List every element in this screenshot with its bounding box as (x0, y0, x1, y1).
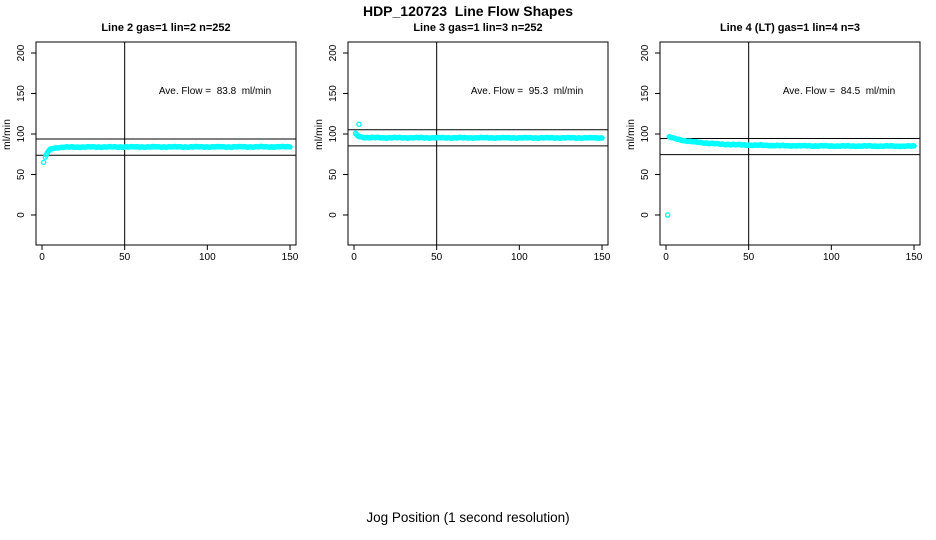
outlier-points-group (356, 121, 362, 128)
y-tick-label: 200 (640, 44, 651, 61)
panel-line2: Line 2 gas=1 lin=2 n=252 ml/min Ave. Flo… (0, 22, 312, 265)
reference-lines (348, 42, 608, 245)
x-tick-label: 0 (351, 252, 357, 263)
panel-line4-scatter-chart: 0 50 100 150 0 50 100 150 200 (640, 41, 923, 263)
y-axis: 0 50 100 150 200 (16, 44, 36, 218)
data-points-group (42, 143, 293, 160)
y-axis: 0 50 100 150 200 (328, 44, 348, 218)
data-point (911, 143, 917, 149)
x-tick-label: 0 (39, 252, 45, 263)
outlier-point (356, 121, 362, 128)
panel-line4-ave-flow-annotation: Ave. Flow = 84.5 ml/min (782, 86, 896, 97)
panel-line3-scatter-chart: 0 50 100 150 0 50 100 150 200 (328, 41, 611, 263)
shared-x-axis-label: Jog Position (1 second resolution) (366, 510, 570, 525)
x-tick-label: 100 (823, 252, 840, 263)
plot-box (347, 41, 609, 246)
y-tick-label: 100 (640, 125, 651, 142)
x-tick-label: 50 (743, 252, 755, 263)
data-points-group (666, 133, 917, 150)
x-axis: 0 50 100 150 (663, 245, 923, 263)
panel-line2-scatter-chart: 0 50 100 150 0 50 100 150 200 (16, 41, 299, 263)
y-tick-label: 200 (328, 44, 339, 61)
data-points-group (352, 130, 605, 141)
y-tick-label: 150 (640, 85, 651, 102)
panels-row: Line 2 gas=1 lin=2 n=252 ml/min Ave. Flo… (0, 22, 936, 265)
x-tick-label: 150 (594, 252, 611, 263)
y-tick-label: 150 (328, 85, 339, 102)
y-tick-label: 0 (640, 212, 651, 218)
outlier-point (664, 212, 671, 218)
panel-line2-ave-flow-annotation: Ave. Flow = 83.8 ml/min (158, 86, 272, 97)
outlier-points-group (40, 159, 47, 166)
panel-line2-title: Line 2 gas=1 lin=2 n=252 (101, 22, 231, 34)
panel-line3: Line 3 gas=1 lin=3 n=252 ml/min Ave. Flo… (312, 22, 624, 265)
y-tick-label: 0 (328, 212, 339, 218)
y-tick-label: 200 (16, 44, 27, 61)
x-axis: 0 50 100 150 (351, 245, 611, 263)
x-tick-label: 50 (119, 252, 131, 263)
plot-box (659, 41, 921, 246)
panel-line4: Line 4 (LT) gas=1 lin=4 n=3 ml/min Ave. … (624, 22, 936, 265)
panel-line4-title: Line 4 (LT) gas=1 lin=4 n=3 (719, 22, 861, 34)
y-tick-label: 150 (16, 85, 27, 102)
y-axis: 0 50 100 150 200 (640, 44, 660, 218)
data-point (287, 144, 293, 150)
outlier-points-group (664, 212, 671, 218)
plot-box (35, 41, 297, 246)
x-tick-label: 150 (906, 252, 923, 263)
x-axis: 0 50 100 150 (39, 245, 299, 263)
x-tick-label: 50 (431, 252, 443, 263)
y-tick-label: 0 (16, 212, 27, 218)
y-tick-label: 50 (16, 169, 27, 181)
panel-line3-ave-flow-annotation: Ave. Flow = 95.3 ml/min (470, 86, 584, 97)
y-tick-label: 50 (328, 169, 339, 181)
x-tick-label: 100 (511, 252, 528, 263)
figure-title: HDP_120723 Line Flow Shapes (362, 3, 574, 19)
x-tick-label: 100 (199, 252, 216, 263)
y-tick-label: 100 (16, 125, 27, 142)
x-tick-label: 150 (282, 252, 299, 263)
data-point (599, 135, 605, 141)
reference-lines (36, 42, 296, 245)
y-tick-label: 50 (640, 169, 651, 181)
x-tick-label: 0 (663, 252, 669, 263)
panel-line3-title: Line 3 gas=1 lin=3 n=252 (413, 22, 543, 34)
y-tick-label: 100 (328, 125, 339, 142)
outlier-point (40, 159, 47, 166)
